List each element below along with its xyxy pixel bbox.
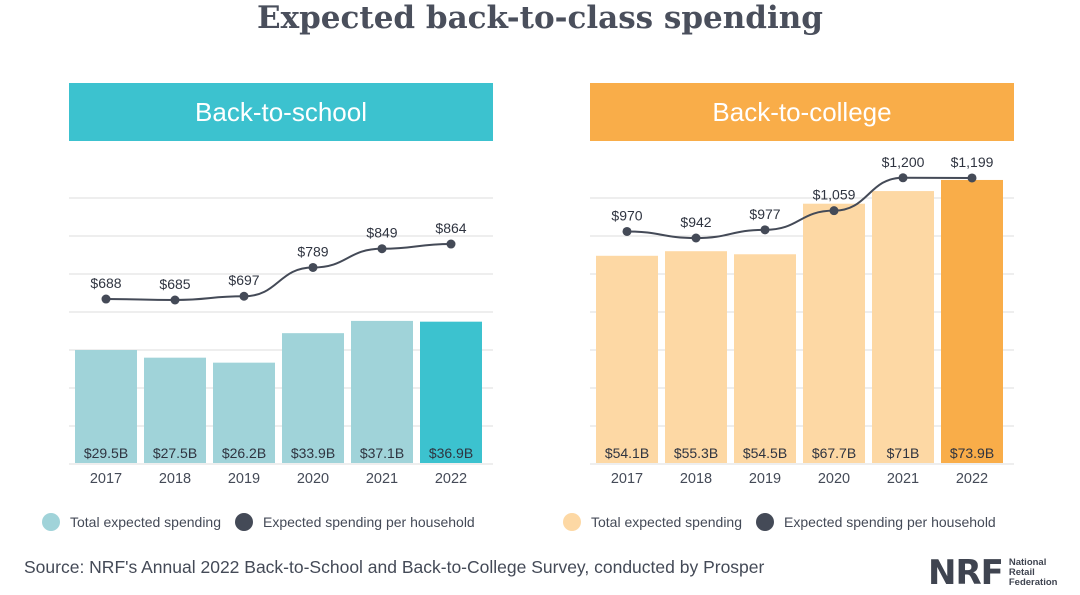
- x-tick-label: 2021: [366, 471, 398, 483]
- household-value-label: $688: [90, 275, 121, 291]
- bar: [351, 320, 413, 463]
- household-value-label: $970: [611, 207, 642, 223]
- x-tick-label: 2018: [680, 471, 712, 483]
- bar: [803, 203, 865, 464]
- x-tick-label: 2019: [228, 471, 260, 483]
- bar-value-label: $27.5B: [153, 445, 197, 461]
- back-to-college-panel: Back-to-college $54.1B 2017 $55.3B 2018 $54.…: [590, 83, 1014, 483]
- per-household-swatch: [235, 513, 253, 531]
- bar-value-label: $54.5B: [743, 445, 787, 461]
- household-value-label: $697: [228, 272, 259, 288]
- household-point: [622, 226, 632, 236]
- back-to-school-chart: $29.5B 2017 $27.5B 2018 $26.2B 2019 $33.9B 2020…: [69, 197, 493, 483]
- total-spending-swatch: [563, 513, 581, 531]
- bar-value-label: $33.9B: [291, 445, 335, 461]
- x-tick-label: 2018: [159, 471, 191, 483]
- bar-value-label: $37.1B: [360, 445, 404, 461]
- logo-line: Retail: [1008, 567, 1035, 578]
- legend-household-label: Expected spending per household: [263, 514, 475, 530]
- back-to-school-legend: Total expected spending Expected spendin…: [42, 510, 489, 534]
- bar-value-label: $71B: [887, 445, 920, 461]
- bar: [75, 350, 137, 463]
- back-to-school-header: Back-to-school: [69, 83, 493, 141]
- bar-value-label: $73.9B: [950, 445, 994, 461]
- household-point: [691, 233, 701, 243]
- back-to-college-header: Back-to-college: [590, 83, 1014, 141]
- household-point: [101, 294, 111, 304]
- x-tick-label: 2017: [90, 471, 122, 483]
- logo-line: National: [1008, 557, 1047, 568]
- household-value-label: $1,199: [951, 154, 994, 170]
- x-tick-label: 2020: [818, 471, 850, 483]
- bar: [941, 179, 1003, 463]
- household-point: [239, 291, 249, 301]
- legend-total-label: Total expected spending: [70, 514, 221, 530]
- bar: [596, 255, 658, 463]
- x-tick-label: 2021: [887, 471, 919, 483]
- household-point: [829, 206, 839, 216]
- bar: [282, 333, 344, 463]
- x-tick-label: 2022: [435, 471, 467, 483]
- household-value-label: $789: [297, 243, 328, 259]
- household-value-label: $685: [159, 276, 190, 292]
- source-note: Source: NRF's Annual 2022 Back-to-School…: [24, 557, 765, 577]
- logo-line: Federation: [1008, 577, 1058, 588]
- legend-total-label: Total expected spending: [591, 514, 742, 530]
- nrf-logo: NRF National Retail Federation: [928, 555, 1057, 591]
- household-point: [446, 239, 456, 249]
- x-tick-label: 2020: [297, 471, 329, 483]
- household-line: [105, 243, 452, 302]
- total-spending-swatch: [42, 513, 60, 531]
- household-point: [898, 173, 908, 183]
- nrf-logo-mark: NRF: [928, 553, 1004, 593]
- household-point: [170, 295, 180, 305]
- bar: [144, 357, 206, 463]
- x-tick-label: 2022: [956, 471, 988, 483]
- household-value-label: $1,200: [882, 154, 925, 170]
- bar: [872, 191, 934, 463]
- household-value-label: $977: [749, 206, 780, 222]
- bar-value-label: $67.7B: [812, 445, 856, 461]
- household-point: [760, 225, 770, 235]
- household-value-label: $1,059: [813, 187, 856, 203]
- x-tick-label: 2017: [611, 471, 643, 483]
- bar-value-label: $54.1B: [605, 445, 649, 461]
- back-to-school-panel: Back-to-school $29.5B 2017 $27.5B 2018 $26.2…: [69, 83, 493, 483]
- bar: [420, 321, 482, 463]
- bar-value-label: $36.9B: [429, 445, 473, 461]
- household-point: [308, 262, 318, 272]
- bar: [734, 254, 796, 463]
- household-value-label: $864: [435, 220, 466, 236]
- nrf-logo-text: National Retail Federation: [1009, 558, 1058, 588]
- bar-value-label: $55.3B: [674, 445, 718, 461]
- back-to-college-legend: Total expected spending Expected spendin…: [563, 510, 1010, 534]
- household-value-label: $942: [680, 214, 711, 230]
- household-value-label: $849: [366, 225, 397, 241]
- bar: [665, 251, 727, 463]
- legend-household-label: Expected spending per household: [784, 514, 996, 530]
- x-tick-label: 2019: [749, 471, 781, 483]
- bar: [213, 362, 275, 463]
- per-household-swatch: [756, 513, 774, 531]
- household-point: [967, 173, 977, 183]
- back-to-college-chart: $54.1B 2017 $55.3B 2018 $54.5B 2019 $67.7B 2020…: [590, 154, 1014, 483]
- chart-title: Expected back-to-class spending: [257, 0, 823, 36]
- bar-value-label: $26.2B: [222, 445, 266, 461]
- household-point: [377, 244, 387, 254]
- bar-value-label: $29.5B: [84, 445, 128, 461]
